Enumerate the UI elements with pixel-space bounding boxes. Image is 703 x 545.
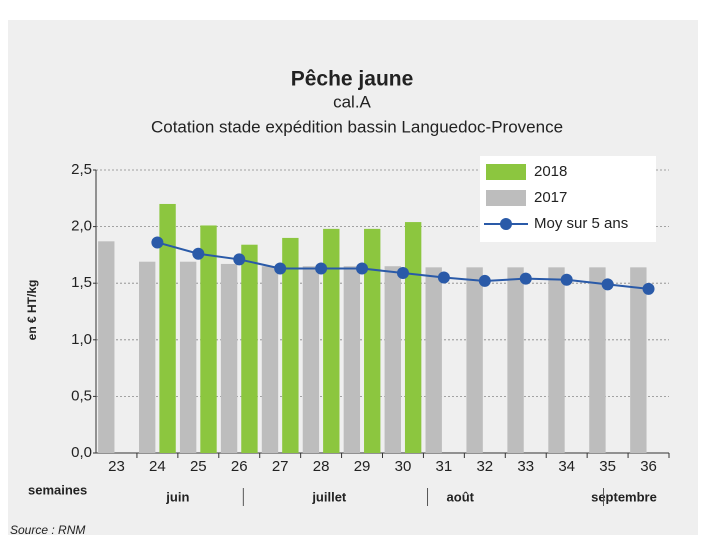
chart-title: Pêche jaune bbox=[291, 68, 414, 91]
legend-label: Moy sur 5 ans bbox=[534, 215, 628, 232]
bar bbox=[384, 266, 401, 453]
point bbox=[642, 282, 655, 295]
bar bbox=[404, 222, 422, 453]
bar bbox=[159, 203, 176, 453]
point bbox=[519, 272, 532, 285]
x-tick-label: 25 bbox=[190, 458, 207, 475]
bar bbox=[343, 266, 361, 453]
month-label: juin bbox=[165, 489, 189, 504]
x-tick-label: 30 bbox=[395, 458, 412, 475]
bar bbox=[282, 237, 299, 453]
x-tick-label: 28 bbox=[313, 458, 330, 475]
y-tick-label: 0,0 bbox=[71, 444, 92, 461]
legend-label: 2018 bbox=[534, 163, 567, 180]
point bbox=[396, 267, 409, 280]
y-axis-label: en € HT/kg bbox=[25, 280, 39, 341]
point bbox=[356, 262, 369, 275]
bar bbox=[139, 261, 156, 453]
x-tick-label: 35 bbox=[599, 458, 616, 475]
bar bbox=[548, 267, 565, 453]
point bbox=[151, 236, 164, 249]
point bbox=[478, 274, 491, 287]
y-tick-label: 1,5 bbox=[71, 274, 92, 291]
legend-point bbox=[500, 218, 512, 230]
x-tick-label: 24 bbox=[149, 458, 166, 475]
legend-swatch bbox=[486, 190, 526, 206]
month-label: juillet bbox=[311, 489, 347, 504]
x-tick-label: 23 bbox=[108, 458, 125, 475]
point bbox=[192, 247, 205, 260]
bar bbox=[200, 225, 217, 453]
bar bbox=[425, 267, 442, 453]
x-tick-label: 26 bbox=[231, 458, 248, 475]
subtitle: Cotation stade expédition bassin Langued… bbox=[151, 117, 563, 136]
x-tick-label: 33 bbox=[517, 458, 534, 475]
x-tick-label: 31 bbox=[436, 458, 453, 475]
x-tick-label: 32 bbox=[476, 458, 493, 475]
point bbox=[233, 253, 246, 266]
source: Source : RNM bbox=[10, 523, 85, 537]
bar bbox=[364, 228, 381, 453]
bar bbox=[466, 267, 483, 453]
bar bbox=[507, 267, 524, 453]
point bbox=[560, 273, 573, 286]
subtitle: cal.A bbox=[333, 92, 371, 111]
bar bbox=[179, 261, 197, 453]
bar bbox=[220, 263, 238, 453]
legend-swatch bbox=[486, 164, 526, 180]
point bbox=[315, 262, 328, 275]
x-tick-label: 36 bbox=[640, 458, 657, 475]
month-label: août bbox=[447, 489, 475, 504]
point bbox=[274, 262, 287, 275]
bar bbox=[589, 267, 606, 453]
x-tick-label: 27 bbox=[272, 458, 289, 475]
x-tick-label: 29 bbox=[354, 458, 371, 475]
month-label: septembre bbox=[591, 489, 657, 504]
bar bbox=[261, 266, 279, 453]
legend-label: 2017 bbox=[534, 189, 567, 206]
point bbox=[437, 271, 450, 284]
x-tick-label: 34 bbox=[558, 458, 575, 475]
bar bbox=[323, 228, 340, 453]
bar bbox=[630, 267, 647, 453]
bar bbox=[241, 244, 258, 453]
bar bbox=[302, 266, 320, 453]
y-tick-label: 2,5 bbox=[71, 161, 92, 178]
y-tick-label: 2,0 bbox=[71, 218, 92, 235]
y-tick-label: 1,0 bbox=[71, 331, 92, 348]
y-tick-label: 0,5 bbox=[71, 387, 92, 404]
point bbox=[601, 278, 614, 291]
bar bbox=[98, 241, 115, 453]
x-axis-label: semaines bbox=[28, 482, 87, 497]
